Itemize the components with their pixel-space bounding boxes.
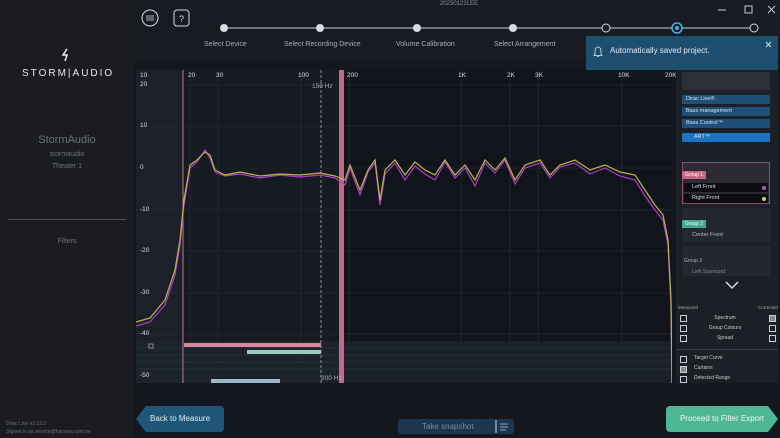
y-tick-label: -10: [140, 206, 150, 213]
column-header: Corrected: [758, 305, 778, 310]
brand: STORM|AUDIO: [22, 68, 115, 79]
stepper: [220, 22, 759, 34]
company: StormAudio: [38, 134, 96, 146]
scroll-arrow[interactable]: [724, 280, 740, 290]
back-button[interactable]: Back to Measure: [136, 406, 224, 432]
step-label: Select Arrangement: [494, 41, 556, 48]
notification-text: Automatically saved project.: [610, 46, 710, 55]
x-tick-label: 100: [298, 72, 309, 79]
channel[interactable]: Left Surround: [692, 269, 726, 275]
divider: [8, 219, 126, 220]
step-label: Volume Calibration: [396, 41, 455, 48]
group-name[interactable]: Group 3: [684, 258, 703, 264]
proceed-button[interactable]: Proceed to Filter Export: [666, 406, 778, 432]
channel-dots: [762, 186, 766, 201]
option: Curtains: [694, 365, 713, 371]
x-tick-label: 20K: [665, 72, 677, 79]
x-tick-label: 10K: [618, 72, 630, 79]
option: Spectrum: [714, 315, 736, 321]
channel[interactable]: Right Front: [684, 194, 768, 203]
channel[interactable]: Center Front: [692, 232, 723, 238]
x-tick-label: 20: [188, 72, 196, 79]
group-name[interactable]: Group 2: [682, 220, 707, 228]
user: stormaudio: [49, 151, 85, 158]
step-label: Select Recording Device: [284, 41, 361, 48]
y-tick-label: -20: [140, 247, 150, 254]
version: Dirac Live v3.13.2: [6, 421, 47, 427]
checkbox[interactable]: [680, 366, 687, 373]
group-name[interactable]: Group 1: [682, 171, 707, 179]
column-header: Measured: [678, 305, 699, 310]
snapshot-button[interactable]: Take snapshot: [398, 419, 514, 434]
checkbox[interactable]: [680, 335, 687, 342]
marker-label: 200 Hz: [321, 375, 342, 382]
group-card: [682, 246, 770, 276]
frequency-chart: [136, 70, 672, 383]
x-tick-label: 200: [347, 72, 358, 79]
x-tick-label: 2K: [507, 72, 515, 79]
window-controls[interactable]: [712, 3, 780, 17]
option: Target Curve: [694, 355, 723, 361]
option: Spread: [716, 335, 734, 341]
tab-active[interactable]: ART™: [682, 133, 770, 142]
panel-header: [682, 72, 770, 90]
option: Group Colours: [708, 325, 742, 331]
tab[interactable]: Bass Control™: [682, 119, 770, 128]
notification: Automatically saved project.: [586, 36, 778, 70]
x-tick-label: 30: [216, 72, 224, 79]
y-tick-label: -40: [140, 330, 150, 337]
y-tick-label: -30: [140, 289, 150, 296]
checkbox[interactable]: [769, 335, 776, 342]
step-label: Select Device: [204, 41, 247, 48]
close-icon[interactable]: [764, 40, 774, 50]
checkbox[interactable]: [680, 376, 687, 383]
y-tick-label: 0: [140, 164, 144, 171]
tab[interactable]: Bass management: [682, 107, 770, 116]
bell-icon: [593, 46, 603, 57]
y-tick-label: 20: [140, 81, 148, 88]
checkbox[interactable]: [769, 315, 776, 322]
checkbox[interactable]: [769, 325, 776, 332]
theater: Theater 1: [52, 163, 82, 170]
snapshot-menu-icon[interactable]: [494, 420, 512, 433]
checkbox[interactable]: [680, 325, 687, 332]
x-tick-label: 10: [140, 72, 148, 79]
divider: [676, 349, 778, 350]
svg-text:?: ?: [179, 14, 184, 24]
marker-label: 150 Hz: [312, 83, 333, 90]
checkbox[interactable]: [680, 315, 687, 322]
option: Detected Range: [694, 375, 731, 381]
x-tick-label: 1K: [458, 72, 466, 79]
signed-in: Signed in as service@harseay.com.tw: [6, 429, 91, 435]
window-title: 20250122LEE: [440, 1, 479, 7]
y-tick-label: -50: [140, 372, 150, 379]
y-tick-label: 10: [140, 122, 148, 129]
menu-item[interactable]: Filters: [57, 238, 77, 245]
brand-logo: [61, 48, 69, 62]
tab[interactable]: Dirac Live®: [682, 95, 770, 104]
checkbox[interactable]: [680, 356, 687, 363]
channel[interactable]: Left Front: [684, 183, 768, 192]
menu-icons[interactable]: ?: [140, 8, 192, 30]
x-tick-label: 3K: [535, 72, 543, 79]
